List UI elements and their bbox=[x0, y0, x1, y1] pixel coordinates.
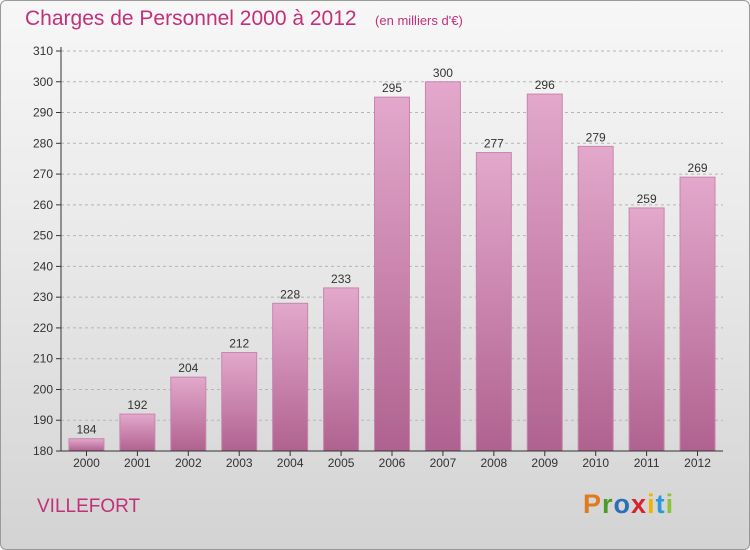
data-label: 184 bbox=[76, 423, 96, 437]
y-tick-label: 310 bbox=[33, 44, 53, 58]
y-tick-label: 240 bbox=[33, 259, 53, 273]
x-tick-label: 2012 bbox=[684, 456, 711, 470]
data-label: 277 bbox=[484, 137, 504, 151]
bar-2004 bbox=[272, 302, 309, 452]
x-tick-label: 2005 bbox=[328, 456, 355, 470]
x-tick-label: 2010 bbox=[582, 456, 609, 470]
y-tick-label: 210 bbox=[33, 352, 53, 366]
bar-2001 bbox=[119, 413, 156, 452]
y-tick-label: 260 bbox=[33, 198, 53, 212]
place-name: VILLEFORT bbox=[37, 496, 141, 517]
data-label: 300 bbox=[433, 66, 453, 80]
y-tick-label: 200 bbox=[33, 382, 53, 396]
chart-subtitle: (en milliers d'€) bbox=[375, 13, 463, 28]
bar-2009 bbox=[526, 93, 563, 452]
bar-2003 bbox=[221, 352, 258, 452]
y-tick-label: 220 bbox=[33, 321, 53, 335]
x-tick-label: 2009 bbox=[531, 456, 558, 470]
bar-2000 bbox=[68, 438, 105, 452]
bar-2008 bbox=[475, 152, 512, 452]
data-label: 269 bbox=[688, 161, 708, 175]
logo-letter: i bbox=[647, 489, 656, 519]
data-label: 296 bbox=[535, 78, 555, 92]
x-tick-label: 2004 bbox=[277, 456, 304, 470]
x-tick-label: 2000 bbox=[73, 456, 100, 470]
logo-letter: i bbox=[665, 489, 675, 519]
bar-2010 bbox=[577, 145, 614, 452]
bar-2005 bbox=[323, 287, 360, 452]
bar-2006 bbox=[374, 96, 410, 452]
y-tick-label: 180 bbox=[33, 444, 53, 458]
x-tick-label: 2003 bbox=[226, 456, 253, 470]
title-row: Charges de Personnel 2000 à 2012 (en mil… bbox=[25, 7, 463, 31]
x-tick-label: 2001 bbox=[124, 456, 151, 470]
logo-letter: x bbox=[631, 489, 648, 519]
x-tick-label: 2007 bbox=[430, 456, 457, 470]
y-tick-label: 250 bbox=[33, 229, 53, 243]
logo-letter: t bbox=[655, 489, 666, 519]
bar-2002 bbox=[170, 376, 207, 452]
bar-2007 bbox=[424, 81, 461, 452]
data-label: 233 bbox=[331, 272, 351, 286]
data-label: 212 bbox=[229, 337, 249, 351]
data-label: 295 bbox=[382, 81, 402, 95]
data-label: 204 bbox=[178, 361, 198, 375]
y-tick-label: 270 bbox=[33, 167, 53, 181]
y-tick-label: 290 bbox=[33, 106, 53, 120]
logo-letter: o bbox=[613, 489, 632, 519]
y-tick-label: 300 bbox=[33, 75, 53, 89]
y-tick-label: 190 bbox=[33, 413, 53, 427]
bar-2012 bbox=[679, 176, 716, 452]
data-label: 259 bbox=[637, 192, 657, 206]
chart-title: Charges de Personnel 2000 à 2012 bbox=[25, 7, 357, 30]
x-tick-label: 2011 bbox=[634, 456, 660, 470]
proxiti-logo: Proxiti bbox=[583, 489, 674, 520]
data-label: 279 bbox=[586, 130, 606, 144]
logo-letter: r bbox=[602, 489, 614, 519]
data-label: 192 bbox=[127, 398, 147, 412]
bar-2011 bbox=[628, 207, 665, 452]
logo-letter: P bbox=[583, 489, 603, 519]
x-tick-label: 2008 bbox=[480, 456, 507, 470]
x-tick-label: 2006 bbox=[379, 456, 406, 470]
data-label: 228 bbox=[280, 287, 300, 301]
x-tick-label: 2002 bbox=[175, 456, 202, 470]
y-tick-label: 280 bbox=[33, 136, 53, 150]
y-tick-label: 230 bbox=[33, 290, 53, 304]
